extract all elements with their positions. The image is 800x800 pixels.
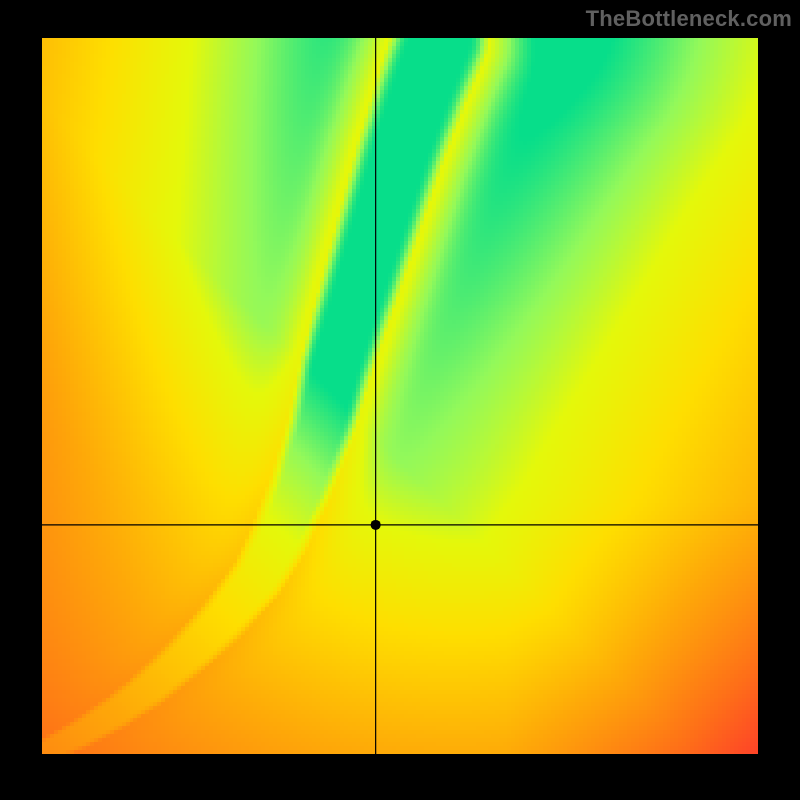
- heatmap-canvas: [0, 0, 800, 800]
- watermark-text: TheBottleneck.com: [586, 6, 792, 32]
- chart-frame: TheBottleneck.com: [0, 0, 800, 800]
